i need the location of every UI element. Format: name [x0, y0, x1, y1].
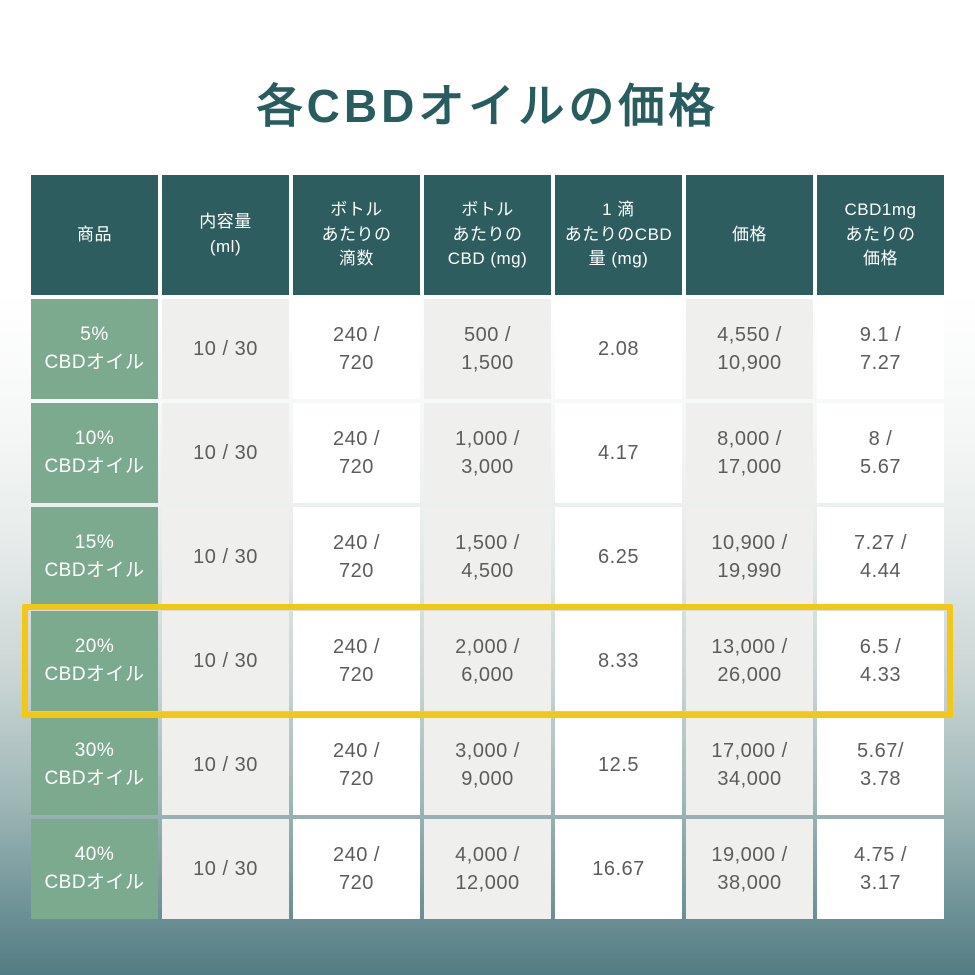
row-30pct-price: 17,000 / 34,000: [686, 715, 813, 815]
price-table: 商品 内容量 (ml) ボトル あたりの 滴数 ボトル あたりの CBD (mg…: [22, 175, 953, 919]
row-10pct-drops: 240 / 720: [293, 403, 420, 503]
header-cbd-per-drop: 1 滴 あたりのCBD 量 (mg): [555, 175, 682, 295]
row-20pct-price: 13,000 / 26,000: [686, 611, 813, 711]
row-30pct-price-per-mg: 5.67/ 3.78: [817, 715, 944, 815]
row-10pct-price: 8,000 / 17,000: [686, 403, 813, 503]
row-10pct-product: 10% CBDオイル: [31, 403, 158, 503]
row-30pct-volume: 10 / 30: [162, 715, 289, 815]
row-30pct-drops: 240 / 720: [293, 715, 420, 815]
row-40pct-drops: 240 / 720: [293, 819, 420, 919]
row-10pct-price-per-mg: 8 / 5.67: [817, 403, 944, 503]
row-15pct-cbd-per-drop: 6.25: [555, 507, 682, 607]
header-price-per-mg: CBD1mg あたりの 価格: [817, 175, 944, 295]
page-title: 各CBDオイルの価格: [256, 80, 719, 132]
row-30pct-product: 30% CBDオイル: [31, 715, 158, 815]
header-volume: 内容量 (ml): [162, 175, 289, 295]
row-15pct-drops: 240 / 720: [293, 507, 420, 607]
row-5pct-price-per-mg: 9.1 / 7.27: [817, 299, 944, 399]
row-15pct-cbd-per-bottle: 1,500 / 4,500: [424, 507, 551, 607]
header-price: 価格: [686, 175, 813, 295]
row-15pct-price-per-mg: 7.27 / 4.44: [817, 507, 944, 607]
row-10pct-cbd-per-drop: 4.17: [555, 403, 682, 503]
row-5pct-cbd-per-bottle: 500 / 1,500: [424, 299, 551, 399]
row-20pct-price-per-mg: 6.5 / 4.33: [817, 611, 944, 711]
row-40pct-price: 19,000 / 38,000: [686, 819, 813, 919]
row-20pct-cbd-per-drop: 8.33: [555, 611, 682, 711]
row-40pct-volume: 10 / 30: [162, 819, 289, 919]
row-5pct-product: 5% CBDオイル: [31, 299, 158, 399]
row-15pct-price: 10,900 / 19,990: [686, 507, 813, 607]
row-40pct-product: 40% CBDオイル: [31, 819, 158, 919]
row-10pct-volume: 10 / 30: [162, 403, 289, 503]
row-10pct-cbd-per-bottle: 1,000 / 3,000: [424, 403, 551, 503]
row-5pct-volume: 10 / 30: [162, 299, 289, 399]
row-5pct-drops: 240 / 720: [293, 299, 420, 399]
row-30pct-cbd-per-bottle: 3,000 / 9,000: [424, 715, 551, 815]
row-20pct-drops: 240 / 720: [293, 611, 420, 711]
row-5pct-cbd-per-drop: 2.08: [555, 299, 682, 399]
row-20pct-cbd-per-bottle: 2,000 / 6,000: [424, 611, 551, 711]
row-40pct-price-per-mg: 4.75 / 3.17: [817, 819, 944, 919]
row-40pct-cbd-per-bottle: 4,000 / 12,000: [424, 819, 551, 919]
header-product: 商品: [31, 175, 158, 295]
row-20pct-volume: 10 / 30: [162, 611, 289, 711]
header-cbd-per-bottle: ボトル あたりの CBD (mg): [424, 175, 551, 295]
row-40pct-cbd-per-drop: 16.67: [555, 819, 682, 919]
row-15pct-volume: 10 / 30: [162, 507, 289, 607]
row-5pct-price: 4,550 / 10,900: [686, 299, 813, 399]
header-drops-per-bottle: ボトル あたりの 滴数: [293, 175, 420, 295]
row-20pct-product: 20% CBDオイル: [31, 611, 158, 711]
row-30pct-cbd-per-drop: 12.5: [555, 715, 682, 815]
row-15pct-product: 15% CBDオイル: [31, 507, 158, 607]
